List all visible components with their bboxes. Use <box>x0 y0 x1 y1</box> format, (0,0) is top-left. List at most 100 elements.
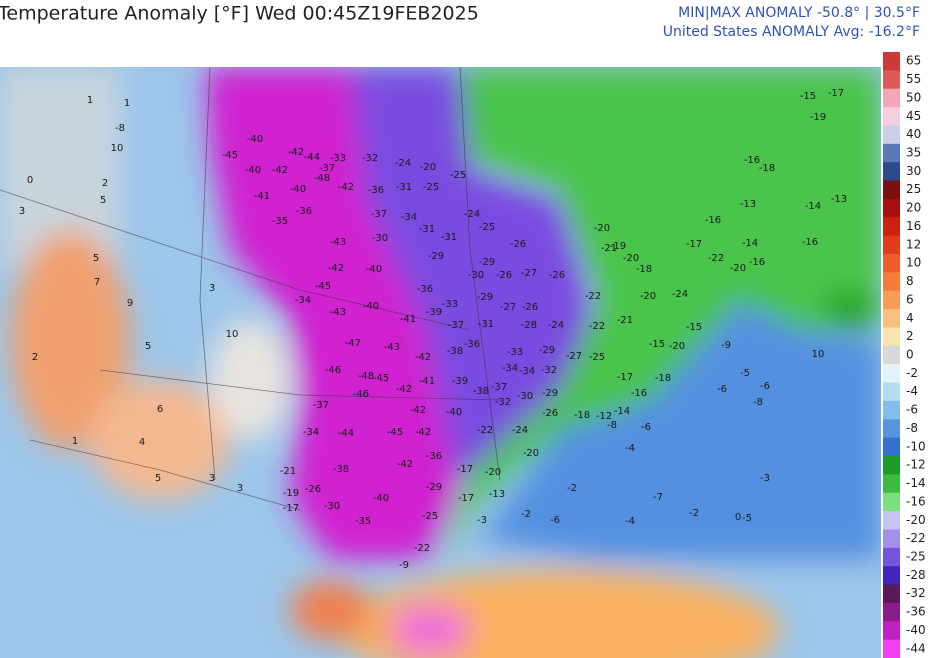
colorbar-label: 12 <box>906 237 921 251</box>
colorbar-label: 40 <box>906 127 921 141</box>
colorbar-label: -8 <box>906 421 918 435</box>
colorbar-label: 35 <box>906 146 921 160</box>
colorbar-cell <box>883 107 900 126</box>
colorbar-cell <box>883 88 900 108</box>
anomaly-label: -29 <box>477 292 493 303</box>
anomaly-label: -34 <box>303 427 319 438</box>
anomaly-label: -27 <box>500 302 516 313</box>
colorbar-cell <box>883 529 900 549</box>
anomaly-label: 10 <box>226 329 239 340</box>
map <box>0 67 881 658</box>
anomaly-label: -35 <box>272 216 288 227</box>
anomaly-label: 5 <box>100 195 106 206</box>
anomaly-label: -25 <box>479 222 495 233</box>
colorbar-label: 8 <box>906 274 914 288</box>
colorbar-cell <box>883 639 900 658</box>
anomaly-label: -3 <box>477 515 487 526</box>
colorbar-label: 20 <box>906 201 921 215</box>
anomaly-label: -7 <box>653 492 663 503</box>
colorbar-cell <box>883 125 900 145</box>
colorbar-label: -28 <box>906 568 926 582</box>
anomaly-label: -36 <box>417 284 433 295</box>
anomaly-label: -46 <box>325 365 341 376</box>
anomaly-label: -42 <box>272 165 288 176</box>
colorbar-label: -16 <box>906 494 926 508</box>
anomaly-label: 3 <box>237 483 243 494</box>
anomaly-label: -25 <box>423 182 439 193</box>
anomaly-label: -25 <box>422 511 438 522</box>
anomaly-label: -43 <box>330 237 346 248</box>
anomaly-label: -19 <box>610 241 626 252</box>
anomaly-label: -4 <box>625 516 635 527</box>
anomaly-label: -45 <box>222 150 238 161</box>
anomaly-label: -34 <box>295 295 311 306</box>
anomaly-label: -32 <box>495 397 511 408</box>
colorbar-label: 4 <box>906 311 914 325</box>
colorbar-label: -14 <box>906 476 926 490</box>
colorbar-cell <box>883 235 900 255</box>
anomaly-label: 3 <box>19 206 25 217</box>
anomaly-label: -34 <box>519 366 535 377</box>
anomaly-label: -42 <box>415 427 431 438</box>
anomaly-label: -36 <box>296 206 312 217</box>
anomaly-label: -36 <box>426 451 442 462</box>
anomaly-label: -37 <box>491 382 507 393</box>
anomaly-label: -42 <box>288 147 304 158</box>
anomaly-label: 5 <box>93 253 99 264</box>
anomaly-label: -29 <box>539 345 555 356</box>
colorbar-label: 30 <box>906 164 921 178</box>
anomaly-label: -16 <box>744 155 760 166</box>
anomaly-label: -40 <box>373 493 389 504</box>
colorbar-cell <box>883 584 900 604</box>
anomaly-label: -20 <box>669 341 685 352</box>
colorbar-cell <box>883 180 900 200</box>
anomaly-label: -37 <box>448 320 464 331</box>
map-labels: -40-45 -42 -44 -33 -32 -24 -20-25-40 -42 -37-41-… <box>19 88 847 571</box>
colorbar: 65555045403530252016121086420-2-4-6-8-10… <box>883 52 926 658</box>
colorbar-label: -25 <box>906 550 926 564</box>
anomaly-label: -27 <box>521 268 537 279</box>
anomaly-label: -2 <box>567 483 577 494</box>
minmax: MIN|MAX ANOMALY -50.8° | 30.5°F <box>678 5 920 21</box>
colorbar-label: 25 <box>906 182 921 196</box>
anomaly-label: 6 <box>157 404 163 415</box>
anomaly-label: -31 <box>396 182 412 193</box>
colorbar-label: 55 <box>906 72 921 86</box>
anomaly-label: -22 <box>589 321 605 332</box>
average: United States ANOMALY Avg: -16.2°F <box>663 24 920 40</box>
anomaly-label: -26 <box>549 270 565 281</box>
anomaly-label: -17 <box>457 464 473 475</box>
anomaly-label: 5 <box>155 473 161 484</box>
anomaly-label: -14 <box>614 406 630 417</box>
anomaly-label: -41 <box>254 191 270 202</box>
colorbar-label: 2 <box>906 329 914 343</box>
anomaly-label: -16 <box>749 257 765 268</box>
anomaly-label: -21 <box>280 466 296 477</box>
anomaly-label: -38 <box>447 346 463 357</box>
colorbar-label: -12 <box>906 458 926 472</box>
anomaly-label: -8 <box>607 420 617 431</box>
anomaly-label: -9 <box>399 560 409 571</box>
colorbar-label: -4 <box>906 384 918 398</box>
anomaly-label: -22 <box>477 425 493 436</box>
colorbar-cell <box>883 382 900 402</box>
anomaly-label: -33 <box>330 153 346 164</box>
colorbar-cell <box>883 345 900 365</box>
anomaly-label: -24 <box>672 289 688 300</box>
anomaly-label: -15 <box>686 322 702 333</box>
anomaly-label: -35 <box>355 516 371 527</box>
anomaly-label: -29 <box>542 388 558 399</box>
colorbar-label: 45 <box>906 109 921 123</box>
anomaly-label: 1 <box>124 98 130 109</box>
colorbar-label: -10 <box>906 439 926 453</box>
anomaly-label: -2 <box>689 508 699 519</box>
colorbar-label: -6 <box>906 403 918 417</box>
anomaly-label: -38 <box>333 464 349 475</box>
colorbar-cell <box>883 309 900 328</box>
anomaly-label: -25 <box>450 170 466 181</box>
anomaly-label: -37 <box>313 400 329 411</box>
colorbar-label: -32 <box>906 586 926 600</box>
anomaly-label: -26 <box>305 484 321 495</box>
anomaly-label: -44 <box>304 152 320 163</box>
